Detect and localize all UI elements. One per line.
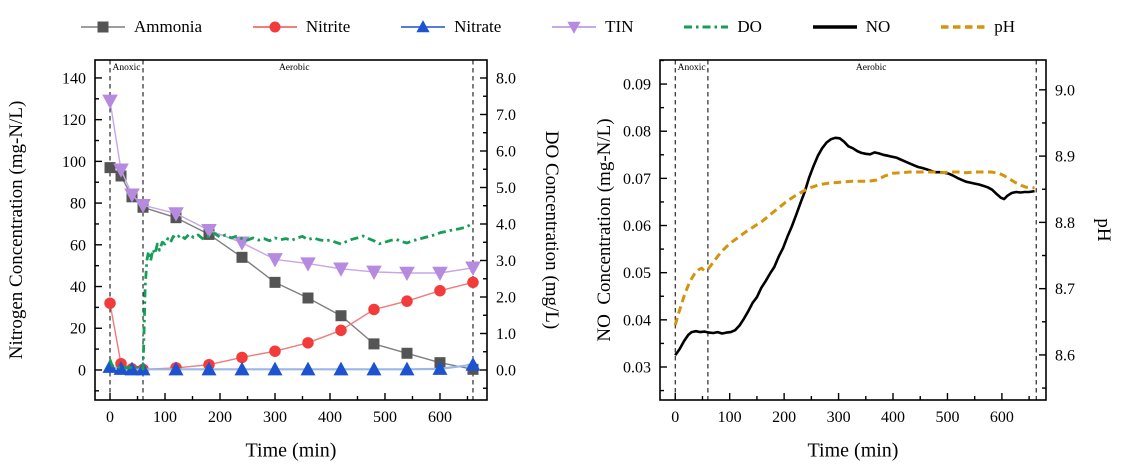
- x-tick-label: 0: [106, 409, 114, 426]
- legend-item-ammonia: Ammonia: [80, 17, 202, 37]
- series-nitrate-line: [109, 363, 474, 371]
- legend-label: DO: [737, 17, 762, 36]
- axis-title-ph: pH: [1093, 218, 1114, 242]
- legend-item-ph: pH: [940, 17, 1015, 37]
- series-no-line: [674, 136, 1035, 356]
- y-right-tick-label: 9.0: [1055, 82, 1075, 99]
- legend-item-do: DO: [683, 17, 762, 37]
- phase-label: Anoxic: [113, 63, 141, 73]
- y-right-tick-label: 8.6: [1055, 347, 1075, 364]
- axis-ticks: [95, 77, 487, 400]
- legend-label: Nitrite: [305, 17, 351, 36]
- legend-swatch-nitrite-icon: [252, 21, 297, 33]
- series-tin-markers: [102, 94, 481, 282]
- y-right-tick-label: 6.0: [496, 143, 516, 160]
- y-left-tick-label: 0.08: [623, 124, 651, 141]
- no-ph-plot: Anoxic Aerobic 0 100 200 300 400 500 600 0.03 0.04…: [623, 59, 1075, 426]
- legend-swatch-nitrate-icon: [401, 20, 446, 33]
- y-right-tick-label: 8.8: [1055, 215, 1075, 232]
- y-left-tick-label: 0.03: [623, 359, 651, 376]
- x-tick-label: 300: [263, 409, 287, 426]
- y-left-tick-label: 80: [70, 196, 86, 213]
- nitrogen-do-plot: Anoxic Aerobic 0 100 200 300 400 500 600 0 20 40 60 8…: [62, 59, 516, 426]
- axis-title-no: NO Concentration (mg-N/L): [594, 118, 615, 342]
- x-tick-label: 400: [881, 409, 905, 426]
- plot-frame: [94, 59, 488, 401]
- y-right-tick-label: 8.0: [496, 70, 516, 87]
- axis-title-nitrogen: Nitrogen Concentration (mg-N/L): [6, 100, 27, 360]
- legend-swatch-ph-icon: [941, 25, 986, 29]
- legend-swatch-tin-icon: [552, 21, 597, 34]
- x-tick-label: 300: [827, 409, 851, 426]
- y-right-tick-label: 5.0: [496, 180, 516, 197]
- y-right-tick-label: 8.9: [1055, 149, 1075, 166]
- y-right-tick-label: 1.0: [496, 326, 516, 343]
- legend-label: Nitrate: [454, 17, 502, 36]
- phase-label: Anoxic: [678, 63, 706, 73]
- x-tick-label: 600: [990, 409, 1014, 426]
- y-left-tick-label: 0.05: [623, 265, 651, 282]
- legend-label: TIN: [605, 17, 634, 36]
- phase-label: Aerobic: [279, 63, 310, 73]
- series-nitrite-markers: [104, 276, 479, 376]
- legend-item-no: NO: [812, 17, 891, 37]
- y-left-tick-label: 0.04: [623, 312, 651, 329]
- y-right-tick-label: 8.7: [1055, 281, 1075, 298]
- x-tick-label: 100: [153, 409, 177, 426]
- x-tick-label: 500: [373, 409, 397, 426]
- y-right-tick-label: 7.0: [496, 107, 516, 124]
- y-left-tick-label: 140: [62, 70, 86, 87]
- series-do-line: [108, 222, 474, 371]
- legend-swatch-no-icon: [812, 25, 857, 29]
- x-tick-label: 100: [718, 409, 742, 426]
- legend: Ammonia Nitrite Nitrate TIN DO NO pH: [80, 17, 1015, 37]
- series-ammonia-line: [109, 167, 474, 370]
- y-right-tick-label: 3.0: [496, 253, 516, 270]
- legend-item-tin: TIN: [551, 17, 634, 37]
- x-tick-label: 0: [671, 409, 679, 426]
- axis-ticks: [660, 59, 1046, 400]
- axis-title-time-right: Time (min): [807, 439, 899, 462]
- x-tick-label: 200: [208, 409, 232, 426]
- y-left-tick-label: 0.07: [623, 171, 651, 188]
- y-left-tick-label: 60: [70, 237, 86, 254]
- series-nitrate-markers: [102, 356, 481, 376]
- legend-label: NO: [865, 17, 891, 36]
- legend-label: pH: [994, 17, 1015, 36]
- y-left-tick-label: 0: [78, 362, 86, 379]
- series-ph-line: [673, 170, 1035, 326]
- series-tin-line: [109, 100, 474, 274]
- y-left-tick-label: 120: [62, 112, 86, 129]
- y-left-tick-label: 20: [70, 321, 86, 338]
- x-tick-label: 500: [935, 409, 959, 426]
- legend-label: Ammonia: [134, 17, 202, 36]
- legend-item-nitrate: Nitrate: [400, 17, 501, 37]
- y-right-tick-label: 4.0: [496, 216, 516, 233]
- series-ammonia-markers: [104, 162, 479, 375]
- plot-frame: [659, 59, 1047, 401]
- y-left-tick-label: 40: [70, 279, 86, 296]
- legend-swatch-ammonia-icon: [81, 21, 125, 33]
- y-right-tick-label: 0.0: [496, 362, 516, 379]
- y-left-tick-label: 100: [62, 154, 86, 171]
- axis-title-time-left: Time (min): [245, 439, 337, 462]
- legend-swatch-do-icon: [684, 25, 729, 29]
- y-left-tick-label: 0.09: [623, 77, 651, 94]
- phase-label: Aerobic: [856, 63, 887, 73]
- axis-title-do: DO Concentration (mg/L): [541, 130, 562, 330]
- legend-item-nitrite: Nitrite: [252, 17, 350, 37]
- x-tick-label: 600: [428, 409, 452, 426]
- x-tick-label: 400: [318, 409, 342, 426]
- y-left-tick-label: 0.06: [623, 218, 651, 235]
- x-tick-label: 200: [772, 409, 796, 426]
- y-right-tick-label: 2.0: [496, 289, 516, 306]
